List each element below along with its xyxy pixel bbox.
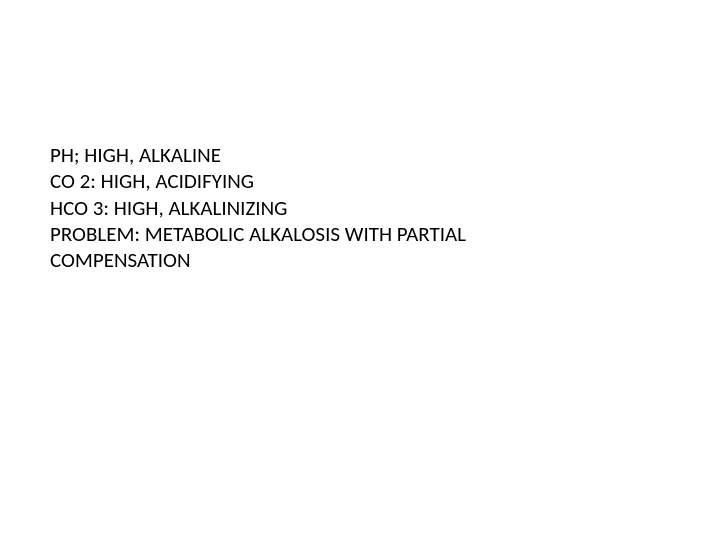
- text-line-problem-2: COMPENSATION: [50, 247, 466, 273]
- text-line-problem-1: PROBLEM: METABOLIC ALKALOSIS WITH PARTIA…: [50, 221, 466, 247]
- text-line-hco3: HCO 3: HIGH, ALKALINIZING: [50, 195, 466, 221]
- text-line-ph: PH; HIGH, ALKALINE: [50, 142, 466, 168]
- text-line-co2: CO 2: HIGH, ACIDIFYING: [50, 168, 466, 194]
- slide-content: PH; HIGH, ALKALINE CO 2: HIGH, ACIDIFYIN…: [50, 142, 466, 273]
